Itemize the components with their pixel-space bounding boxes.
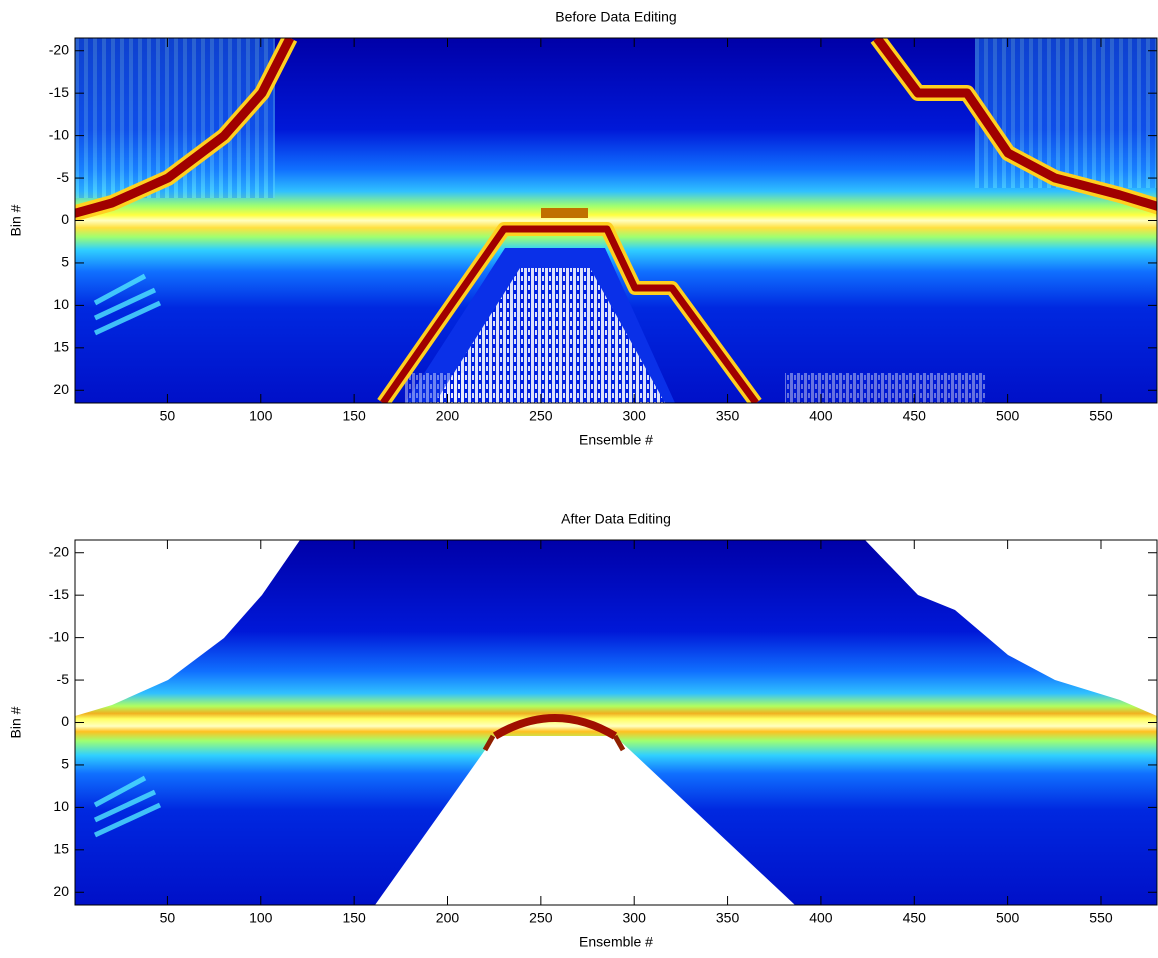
y-tick-label: 20 bbox=[53, 381, 69, 397]
y-tick-label: -20 bbox=[49, 41, 69, 57]
y-axis-label: Bin # bbox=[8, 204, 24, 236]
y-tick-label: 5 bbox=[61, 756, 69, 772]
axes-title: Before Data Editing bbox=[555, 9, 676, 25]
x-tick-label: 50 bbox=[160, 910, 176, 926]
x-tick-label: 50 bbox=[160, 408, 176, 424]
y-tick-label: -10 bbox=[49, 628, 69, 644]
x-tick-label: 450 bbox=[903, 910, 927, 926]
x-tick-label: 250 bbox=[529, 408, 553, 424]
y-tick-label: -5 bbox=[57, 169, 70, 185]
x-tick-label: 400 bbox=[809, 910, 833, 926]
x-tick-label: 200 bbox=[436, 408, 460, 424]
y-tick-label: -15 bbox=[49, 586, 69, 602]
y-tick-label: -10 bbox=[49, 126, 69, 142]
y-axis-label: Bin # bbox=[8, 706, 24, 738]
x-tick-label: 450 bbox=[903, 408, 927, 424]
x-tick-label: 350 bbox=[716, 910, 740, 926]
x-tick-label: 250 bbox=[529, 910, 553, 926]
x-tick-label: 500 bbox=[996, 910, 1020, 926]
x-tick-label: 150 bbox=[342, 910, 366, 926]
x-tick-label: 350 bbox=[716, 408, 740, 424]
y-tick-label: -15 bbox=[49, 84, 69, 100]
x-tick-label: 300 bbox=[623, 910, 647, 926]
y-tick-label: -5 bbox=[57, 671, 70, 687]
x-tick-label: 100 bbox=[249, 408, 273, 424]
x-tick-label: 500 bbox=[996, 408, 1020, 424]
x-axis-label: Ensemble # bbox=[579, 934, 653, 950]
y-tick-label: 0 bbox=[61, 713, 69, 729]
x-tick-label: 400 bbox=[809, 408, 833, 424]
y-tick-label: 15 bbox=[53, 339, 69, 355]
y-tick-label: 15 bbox=[53, 841, 69, 857]
x-tick-label: 150 bbox=[342, 408, 366, 424]
x-tick-label: 550 bbox=[1089, 910, 1113, 926]
x-tick-label: 200 bbox=[436, 910, 460, 926]
y-tick-label: 0 bbox=[61, 211, 69, 227]
heatmap-image bbox=[75, 38, 1157, 403]
axes-title: After Data Editing bbox=[561, 511, 671, 527]
heatmap-image bbox=[75, 540, 1157, 905]
x-tick-label: 550 bbox=[1089, 408, 1113, 424]
x-tick-label: 100 bbox=[249, 910, 273, 926]
x-tick-label: 300 bbox=[623, 408, 647, 424]
y-tick-label: 20 bbox=[53, 883, 69, 899]
x-axis-label: Ensemble # bbox=[579, 432, 653, 448]
y-tick-label: 10 bbox=[53, 296, 69, 312]
y-tick-label: -20 bbox=[49, 543, 69, 559]
y-tick-label: 5 bbox=[61, 254, 69, 270]
y-tick-label: 10 bbox=[53, 798, 69, 814]
